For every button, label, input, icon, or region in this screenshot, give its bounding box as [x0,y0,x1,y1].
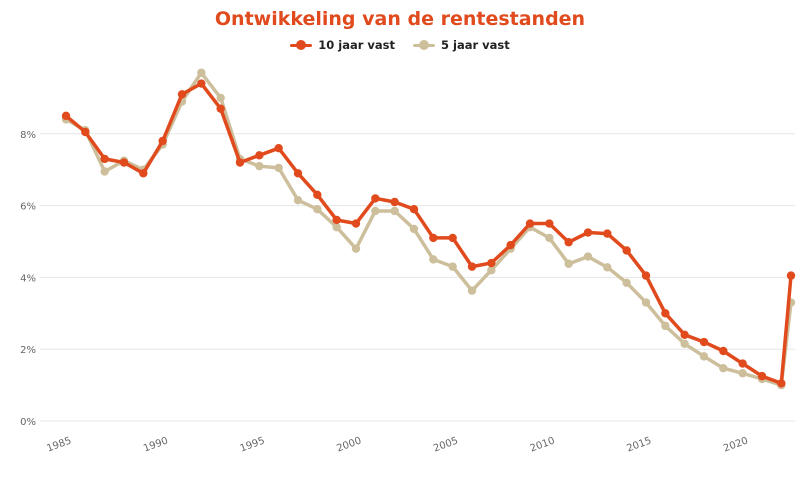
legend-label-10-jaar: 10 jaar vast [318,38,395,52]
data-point-10-jaar [603,229,612,238]
data-point-10-jaar [119,158,129,167]
data-point-5-jaar [371,206,380,216]
data-point-5-jaar [641,298,651,307]
data-point-5-jaar [313,204,322,214]
data-point-5-jaar [332,222,341,232]
data-point-10-jaar [371,194,380,203]
data-point-10-jaar [177,90,187,99]
data-point-10-jaar [583,228,593,237]
data-point-10-jaar [409,204,419,214]
data-point-10-jaar [351,219,361,228]
data-point-10-jaar [139,169,148,178]
data-point-5-jaar [603,263,612,272]
data-point-10-jaar [197,79,206,88]
x-tick-label: 1995 [239,435,267,454]
x-tick-label: 1985 [45,435,73,454]
data-point-10-jaar [680,330,689,340]
data-point-10-jaar [525,219,535,228]
data-point-10-jaar [61,111,71,121]
y-tick-label: 0% [20,417,36,428]
data-point-5-jaar [409,224,419,234]
data-point-10-jaar [216,104,225,113]
data-point-5-jaar [545,233,554,243]
y-tick-label: 6% [20,202,36,213]
data-point-10-jaar [641,271,651,280]
data-point-10-jaar [81,127,90,137]
data-point-5-jaar [100,167,109,176]
data-point-10-jaar [564,238,573,247]
data-point-5-jaar [390,206,399,216]
data-point-5-jaar [487,266,496,275]
data-point-5-jaar [293,196,303,205]
x-tick-label: 2015 [625,435,653,454]
data-point-10-jaar [100,154,109,164]
data-point-5-jaar [738,369,747,378]
series-line-10-jaar [64,81,793,386]
data-point-10-jaar [158,136,167,146]
data-point-5-jaar [448,262,457,271]
data-point-10-jaar [699,337,709,347]
data-point-5-jaar [255,161,264,171]
data-point-5-jaar [622,278,631,287]
data-point-5-jaar [583,252,593,261]
legend-label-5-jaar: 5 jaar vast [441,38,510,52]
legend-swatch-10-jaar-icon [290,40,313,50]
legend: 10 jaar vast 5 jaar vast [0,38,800,52]
data-point-5-jaar [680,339,689,349]
x-tick-label: 2010 [529,435,557,454]
data-point-10-jaar [506,240,515,250]
y-tick-label: 8% [20,130,36,141]
legend-swatch-5-jaar-icon [413,40,435,50]
data-point-5-jaar [429,255,438,264]
data-point-5-jaar [197,68,206,77]
data-point-10-jaar [467,262,477,271]
data-point-5-jaar [661,321,670,331]
data-point-10-jaar [622,246,631,255]
data-point-10-jaar [448,233,457,243]
data-point-10-jaar [429,233,438,243]
x-tick-label: 2005 [432,435,460,454]
data-point-10-jaar [274,143,283,153]
data-point-10-jaar [293,169,303,178]
data-point-10-jaar [738,359,747,368]
data-point-5-jaar [351,244,361,253]
data-point-10-jaar [487,258,496,268]
data-point-5-jaar [467,286,477,295]
data-point-10-jaar [332,215,341,225]
chart-title: Ontwikkeling van de rentestanden [214,8,586,30]
data-point-10-jaar [661,309,670,318]
data-point-10-jaar [255,151,264,160]
data-point-5-jaar [699,352,709,361]
data-point-10-jaar [786,271,796,280]
data-point-5-jaar [274,163,283,173]
x-tick-label: 1990 [142,435,170,454]
data-point-10-jaar [757,371,767,381]
data-point-10-jaar [390,197,399,207]
legend-item-10-jaar[interactable]: 10 jaar vast [290,38,395,52]
legend-item-5-jaar[interactable]: 5 jaar vast [413,38,510,52]
data-point-10-jaar [313,190,322,200]
data-point-10-jaar [235,158,245,167]
x-tick-label: 2020 [722,435,750,454]
y-tick-label: 4% [20,273,36,284]
data-point-10-jaar [777,379,786,388]
data-point-5-jaar [216,93,225,103]
data-point-5-jaar [564,259,573,268]
x-tick-label: 2000 [335,435,363,454]
data-point-10-jaar [719,346,728,356]
y-tick-label: 2% [20,345,36,356]
data-point-10-jaar [545,219,554,228]
data-point-5-jaar [719,364,728,373]
